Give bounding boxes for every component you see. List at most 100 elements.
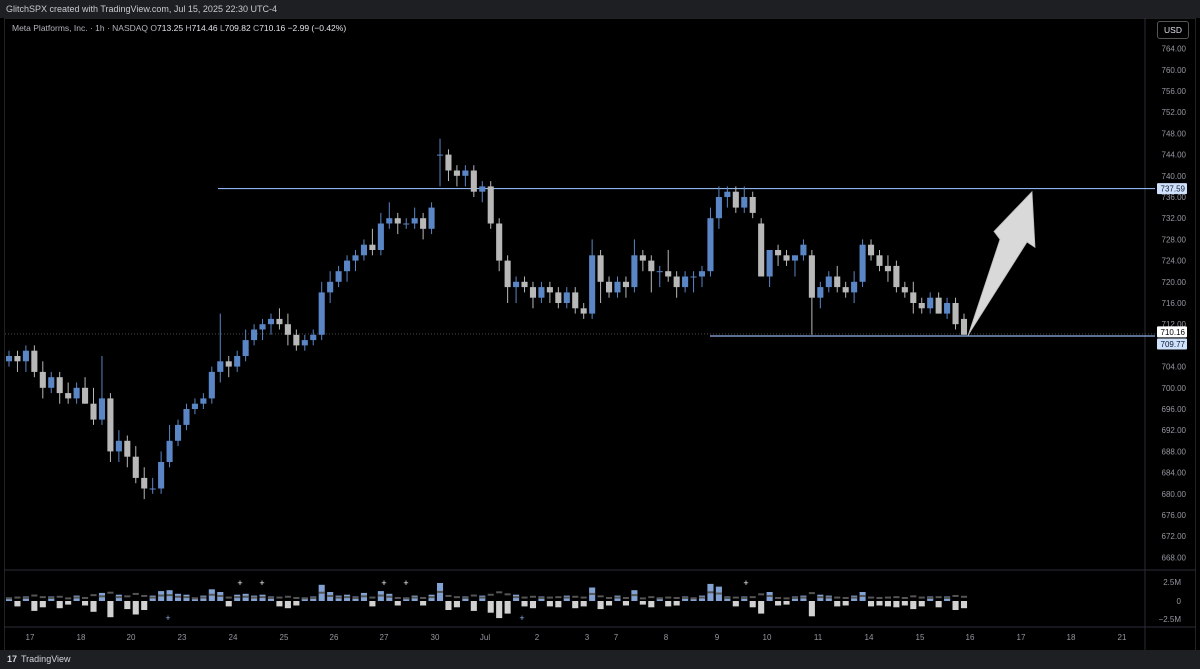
- volume-shadow: [369, 596, 376, 599]
- candle-body: [183, 409, 190, 425]
- volume-shadow: [90, 594, 97, 597]
- volume-bar: [56, 601, 63, 609]
- candle-body: [555, 292, 562, 303]
- candle-body: [825, 276, 832, 288]
- y-tick-label: 668.00: [1162, 553, 1187, 562]
- volume-shadow: [893, 596, 900, 599]
- volume-bar: [82, 601, 89, 606]
- volume-shadow: [479, 596, 486, 599]
- y-tick-label: 736.00: [1162, 193, 1187, 202]
- candle-body: [597, 255, 604, 282]
- volume-marker-icon: +: [259, 578, 264, 588]
- x-tick-label: 27: [380, 633, 389, 642]
- volume-shadow: [436, 590, 444, 593]
- candle-body: [141, 477, 148, 489]
- candle-body: [724, 191, 731, 197]
- y-tick-label: 700.00: [1162, 384, 1187, 393]
- volume-bar: [952, 601, 959, 610]
- volume-shadow: [56, 595, 63, 598]
- candle-body: [48, 377, 55, 388]
- candle-body: [859, 244, 866, 282]
- volume-shadow: [453, 596, 460, 599]
- volume-marker-icon: +: [237, 578, 242, 588]
- volume-shadow: [327, 594, 334, 597]
- volume-shadow: [124, 595, 131, 598]
- y-tick-label: 680.00: [1162, 490, 1187, 499]
- volume-shadow: [208, 593, 215, 596]
- volume-bar: [124, 601, 131, 610]
- volume-shadow: [749, 596, 756, 599]
- volume-shadow: [462, 596, 469, 599]
- volume-shadow: [665, 596, 672, 599]
- volume-bar: [597, 601, 604, 610]
- y-tick-label: 756.00: [1162, 87, 1187, 96]
- volume-shadow: [496, 591, 503, 594]
- y-tick-label: 720.00: [1162, 278, 1187, 287]
- candle-body: [335, 271, 342, 282]
- volume-bar: [394, 601, 401, 606]
- volume-shadow: [428, 596, 435, 599]
- y-tick-label: 728.00: [1162, 235, 1187, 244]
- volume-shadow: [98, 595, 106, 598]
- candle-body: [90, 403, 97, 420]
- volume-shadow: [39, 596, 46, 599]
- x-tick-label: 14: [865, 633, 874, 642]
- volume-shadow: [82, 596, 89, 599]
- candle-body: [927, 297, 934, 309]
- candle-body: [648, 260, 655, 272]
- x-tick-label: 18: [77, 633, 86, 642]
- volume-shadow: [251, 596, 258, 599]
- candle-body: [293, 334, 300, 346]
- volume-shadow: [487, 593, 494, 596]
- candle-body: [318, 292, 325, 335]
- y-tick-label: 696.00: [1162, 405, 1187, 414]
- candle-body: [65, 393, 72, 399]
- volume-bar: [107, 601, 114, 618]
- close-label: C: [253, 23, 260, 33]
- volume-bar: [132, 601, 139, 615]
- open-label: O: [150, 23, 158, 33]
- resistance-price-label-box: [1157, 183, 1187, 195]
- volume-shadow: [698, 596, 706, 599]
- x-tick-label: 21: [1118, 633, 1127, 642]
- chart-credit-text: GlitchSPX created with TradingView.com, …: [6, 4, 277, 14]
- volume-shadow: [546, 596, 553, 599]
- candle-body: [614, 281, 621, 293]
- volume-shadow: [597, 595, 604, 598]
- volume-bar: [496, 601, 503, 619]
- tradingview-logo[interactable]: 17 TradingView: [7, 654, 71, 664]
- chart-credit-bar: GlitchSPX created with TradingView.com, …: [0, 0, 1200, 18]
- volume-shadow: [5, 597, 13, 600]
- x-tick-label: 25: [280, 633, 289, 642]
- volume-shadow: [960, 595, 968, 598]
- candle-body: [622, 281, 629, 288]
- candle-body: [267, 318, 275, 325]
- volume-shadow: [555, 596, 562, 599]
- volume-shadow: [394, 596, 401, 599]
- volume-bar: [673, 601, 680, 606]
- currency-button[interactable]: USD: [1157, 21, 1189, 39]
- x-tick-label: 2: [535, 633, 540, 642]
- volume-bar: [284, 601, 291, 609]
- volume-shadow: [935, 596, 942, 599]
- volume-bar: [808, 601, 815, 617]
- volume-shadow: [682, 596, 689, 599]
- volume-shadow: [783, 597, 790, 600]
- candle-body: [513, 281, 520, 288]
- volume-tick-label: 2.5M: [1163, 578, 1181, 587]
- candle-body: [918, 303, 925, 309]
- candle-body: [310, 334, 317, 341]
- volume-bar: [758, 601, 765, 614]
- y-tick-label: 748.00: [1162, 129, 1187, 138]
- volume-shadow: [504, 593, 511, 596]
- candle-body: [352, 255, 359, 261]
- candle-body: [470, 170, 477, 192]
- volume-bar: [867, 601, 875, 607]
- volume-shadow: [377, 594, 384, 597]
- candle-body: [741, 197, 748, 208]
- y-tick-label: 724.00: [1162, 257, 1187, 266]
- candle-body: [394, 218, 401, 224]
- volume-bar: [834, 601, 841, 607]
- candle-body: [749, 197, 756, 213]
